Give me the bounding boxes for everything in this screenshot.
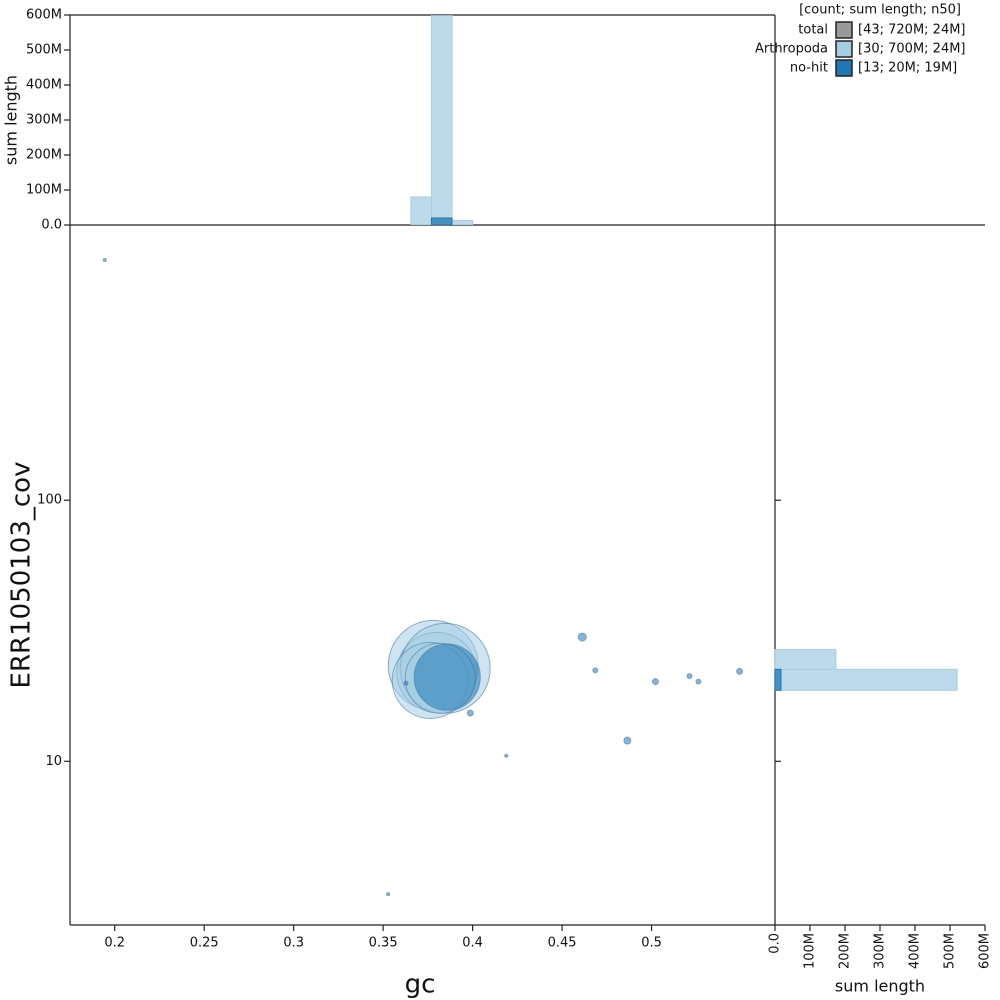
top-hist-tick-label: 500M <box>26 43 62 58</box>
legend-name: total <box>798 23 828 38</box>
x-tick-label: 0.25 <box>190 936 219 951</box>
top-hist-tick-label: 600M <box>26 8 62 23</box>
top-hist-tick-label: 0.0 <box>41 218 62 233</box>
right-hist-tick-label: 100M <box>803 933 818 969</box>
gc-hist-bar <box>430 15 453 225</box>
right-hist-tick-label: 500M <box>943 933 958 969</box>
right-hist-label: sum length <box>835 977 925 996</box>
point <box>623 736 632 745</box>
point <box>413 643 481 711</box>
cov-hist-bar <box>774 649 837 670</box>
point <box>403 680 409 686</box>
y-tick-label: 10 <box>45 754 62 769</box>
point <box>466 709 474 717</box>
top-histogram <box>410 15 474 225</box>
y-tick-label: 100 <box>37 493 62 508</box>
point <box>577 632 587 642</box>
x-axis-label: gc <box>405 970 436 1000</box>
legend-name: no-hit <box>790 61 828 76</box>
point <box>686 673 693 680</box>
scatter-area <box>102 258 744 897</box>
legend-swatch <box>835 59 853 77</box>
point <box>386 892 391 897</box>
right-hist-tick-label: 200M <box>838 933 853 969</box>
gc-hist-bar <box>451 219 474 225</box>
legend-title: [count; sum length; n50] <box>799 3 961 18</box>
x-tick-label: 0.45 <box>548 936 577 951</box>
top-hist-tick-label: 200M <box>26 148 62 163</box>
point <box>651 678 659 686</box>
y-axis-label: ERR1050103_cov <box>7 462 37 689</box>
legend-name: Arthropoda <box>755 42 828 57</box>
legend-summary: [13; 20M; 19M] <box>858 61 957 76</box>
right-hist-tick-label: 400M <box>908 933 923 969</box>
x-tick-label: 0.35 <box>369 936 398 951</box>
point <box>504 753 509 758</box>
legend-summary: [30; 700M; 24M] <box>858 42 966 57</box>
top-hist-label: sum length <box>2 75 21 165</box>
legend-swatch <box>835 40 853 58</box>
legend-summary: [43; 720M; 24M] <box>858 23 966 38</box>
right-hist-tick-label: 0.0 <box>768 933 783 954</box>
x-tick-label: 0.2 <box>104 936 125 951</box>
right-hist-tick-label: 600M <box>978 933 993 969</box>
point <box>736 667 744 675</box>
legend-swatch <box>835 21 853 39</box>
gc-hist-bar <box>410 196 432 225</box>
gc-hist-bar <box>430 217 453 225</box>
x-tick-label: 0.5 <box>641 936 662 951</box>
cov-hist-bar <box>774 668 782 691</box>
x-tick-label: 0.4 <box>462 936 483 951</box>
point <box>102 258 107 263</box>
point <box>592 667 599 674</box>
cov-hist-bar <box>774 668 958 691</box>
point <box>695 678 702 685</box>
top-hist-tick-label: 300M <box>26 113 62 128</box>
top-hist-tick-label: 400M <box>26 78 62 93</box>
top-hist-tick-label: 100M <box>26 183 62 198</box>
right-hist-tick-label: 300M <box>873 933 888 969</box>
x-tick-label: 0.3 <box>283 936 304 951</box>
